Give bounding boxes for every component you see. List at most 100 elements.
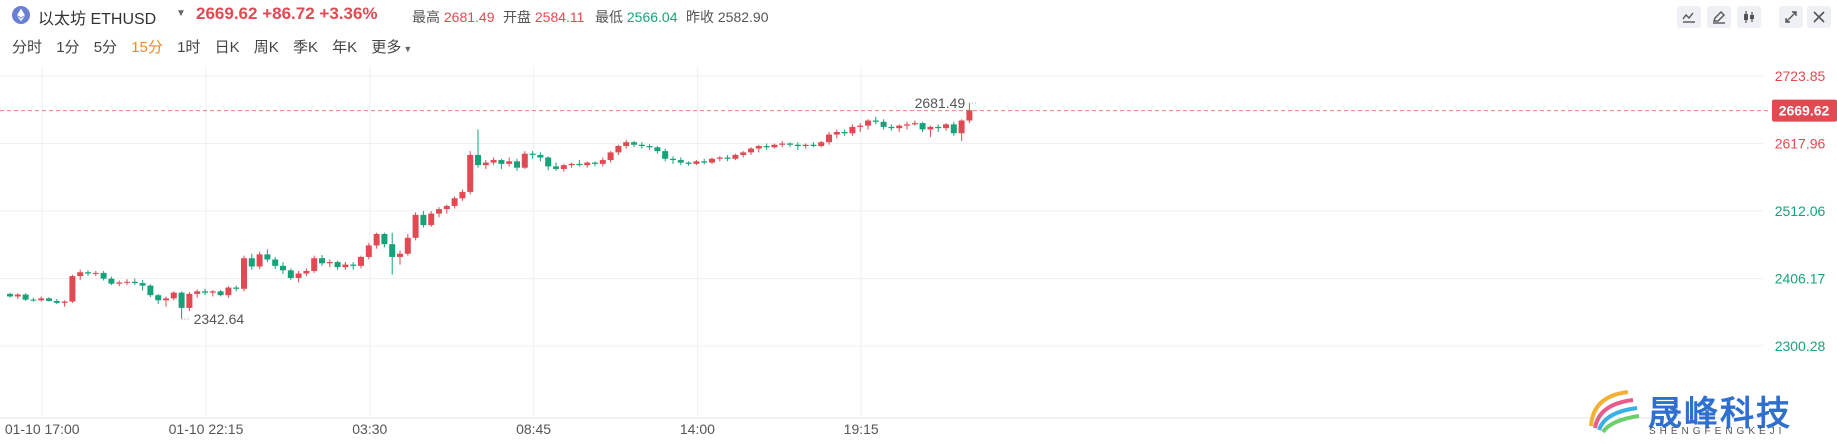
candle-body xyxy=(693,161,700,164)
candlestick-chart[interactable]: 2723.85 2617.96 2512.06 2406.17 2300.28 01-10… xyxy=(0,66,1837,439)
candle-body xyxy=(420,214,427,226)
x-tick-label: 08:45 xyxy=(516,421,551,437)
logo-subtext: SHENGFENGKEJI xyxy=(1649,426,1786,437)
tab-quarterly[interactable]: 季K xyxy=(292,39,318,56)
candle-body xyxy=(560,165,567,169)
tab-yearly[interactable]: 年K xyxy=(332,39,358,56)
y-tick-label: 2300.28 xyxy=(1775,338,1826,354)
stat-label: 最低 xyxy=(595,9,623,25)
logo-text: 晟峰科技 xyxy=(1648,395,1792,433)
candle-body xyxy=(217,291,224,296)
current-price-tag xyxy=(1772,99,1837,122)
stat-value: 2566.04 xyxy=(626,9,678,25)
candlestick-icon xyxy=(1744,11,1754,23)
draw-tool-button[interactable] xyxy=(1707,6,1731,28)
symbol-selector[interactable]: 以太坊 ETHUSD xyxy=(38,11,157,28)
candle-body xyxy=(607,152,614,161)
candle-body xyxy=(677,160,684,163)
candle-body xyxy=(615,146,622,153)
candle-body xyxy=(194,291,201,294)
candle-body xyxy=(241,258,247,289)
candle-body xyxy=(256,254,263,267)
candle-body xyxy=(319,258,325,264)
candle-body xyxy=(748,148,754,153)
candle-body xyxy=(950,124,957,134)
candle-body xyxy=(467,154,474,192)
candle-body xyxy=(896,125,903,129)
candle-body xyxy=(147,285,154,296)
candle-body xyxy=(849,126,856,134)
candle-body xyxy=(935,126,942,129)
candle-body xyxy=(108,278,115,284)
candle-body xyxy=(225,287,232,296)
candle-body xyxy=(529,153,536,155)
candle-body xyxy=(163,298,169,301)
y-tick-label: 2723.85 xyxy=(1775,68,1826,84)
fullscreen-button[interactable] xyxy=(1779,6,1803,28)
chart-area[interactable]: 2723.85 2617.96 2512.06 2406.17 2300.28 01-10… xyxy=(0,66,1837,439)
candle-body xyxy=(303,270,310,274)
candle-body xyxy=(724,157,731,159)
stat-open: 开盘 2584.11 xyxy=(503,7,584,27)
candle-body xyxy=(92,272,99,274)
candle-body xyxy=(787,143,793,145)
stat-high: 最高 2681.49 xyxy=(412,7,495,27)
candle-body xyxy=(841,131,848,134)
candle-body xyxy=(872,120,879,122)
candle-body xyxy=(373,233,380,246)
tab-5min[interactable]: 5分 xyxy=(93,39,118,56)
tab-1min[interactable]: 1分 xyxy=(56,39,80,56)
candle-body xyxy=(490,160,497,163)
candle-body xyxy=(475,154,481,166)
candle-body xyxy=(30,299,37,301)
tab-more[interactable]: 更多 ▼ xyxy=(371,36,412,57)
candle-body xyxy=(428,213,435,226)
candle-body xyxy=(233,287,240,289)
candle-body xyxy=(459,191,466,199)
stat-label: 昨收 xyxy=(686,9,714,25)
line-tool-icon xyxy=(1682,12,1695,23)
candle-body xyxy=(638,144,645,147)
candle-body xyxy=(404,237,411,254)
indicator-button[interactable] xyxy=(1737,6,1761,28)
candle-body xyxy=(209,291,216,293)
pencil-icon xyxy=(1713,11,1725,24)
stat-low: 最低 2566.04 xyxy=(595,7,678,27)
candle-body xyxy=(537,154,544,158)
candle-body xyxy=(732,154,739,159)
candle-body xyxy=(771,144,778,148)
tab-15min[interactable]: 15分 xyxy=(131,39,163,56)
stat-value: 2584.11 xyxy=(534,9,585,25)
candle-body xyxy=(740,152,747,155)
candle-body xyxy=(716,157,723,159)
candle-body xyxy=(53,300,60,303)
candle-body xyxy=(498,160,505,164)
caret-down-icon[interactable]: ▼ xyxy=(176,8,186,19)
tab-weekly[interactable]: 周K xyxy=(253,39,279,56)
x-tick-label: 03:30 xyxy=(352,421,387,437)
candle-body xyxy=(818,142,825,147)
candle-body xyxy=(22,294,29,300)
quote-header: 以太坊 ETHUSD ▼ 2669.62 +86.72 +3.36% 最高 26… xyxy=(0,0,1837,30)
line-tool-button[interactable] xyxy=(1677,6,1701,28)
candle-body xyxy=(662,151,669,159)
candle-body xyxy=(443,205,450,210)
stat-value: 2582.90 xyxy=(717,9,769,25)
candle-body xyxy=(779,143,786,145)
tab-fenshi[interactable]: 分时 xyxy=(12,39,43,56)
candle-body xyxy=(966,110,973,121)
candle-body xyxy=(7,293,13,297)
candle-body xyxy=(521,153,528,168)
tab-daily[interactable]: 日K xyxy=(214,39,240,56)
candle-body xyxy=(826,134,832,143)
candle-body xyxy=(670,158,676,161)
candle-body xyxy=(685,162,692,164)
x-tick-label: 01-10 17:00 xyxy=(5,421,80,437)
candle-body xyxy=(943,124,949,129)
price-change-percent: +3.36% xyxy=(319,4,378,23)
close-button[interactable] xyxy=(1807,6,1831,28)
candle-body xyxy=(202,291,208,293)
candle-body xyxy=(631,142,637,145)
tab-1hour[interactable]: 1时 xyxy=(177,39,201,56)
x-tick-label: 01-10 22:15 xyxy=(169,421,244,437)
